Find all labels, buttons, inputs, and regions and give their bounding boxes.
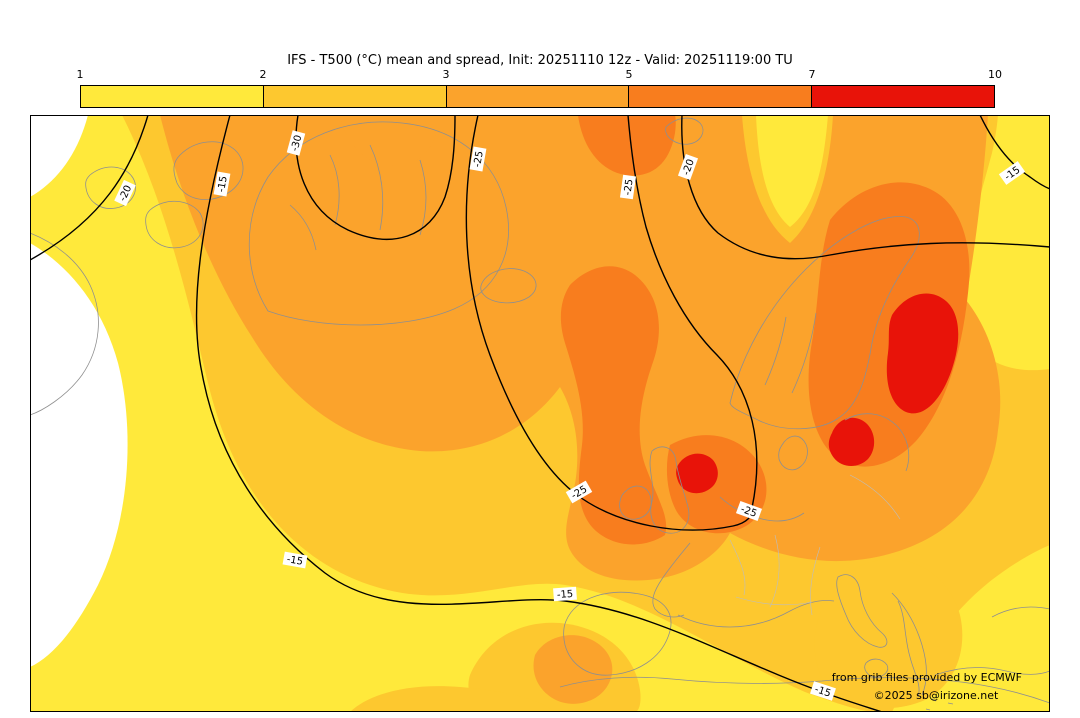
contour-label: -15 (213, 171, 231, 197)
coast-aegean (897, 600, 954, 711)
coast-biscay (652, 542, 691, 618)
colorbar-tick-10: 10 (988, 68, 1002, 81)
contour-labels: -20 -15-30-25-25-20 -15-25-25-15-15-15 (114, 130, 1026, 701)
attribution-ecmwf: from grib files provided by ECMWF (832, 671, 1022, 684)
contour-label: -15 (282, 551, 308, 569)
spread-region-7-10-denmark (828, 417, 875, 467)
chart-title: IFS - T500 (°C) mean and spread, Init: 2… (287, 53, 793, 68)
contour-minus25-trough (465, 114, 758, 531)
country-borders (729, 474, 901, 616)
colorbar-tick-2: 2 (259, 68, 267, 81)
coast-arctic-island-3 (85, 166, 136, 209)
spread-region-2-3-italy (814, 559, 963, 709)
svg-text:-15: -15 (557, 589, 574, 601)
coast-mediterranean-north (677, 600, 835, 628)
colorbar-segments (80, 85, 995, 108)
coast-north-africa (559, 676, 1051, 704)
coast-sicily (864, 658, 889, 678)
coast-labrador (29, 232, 99, 416)
colorbar-tick-7: 7 (808, 68, 816, 81)
coast-arctic-island-1 (173, 141, 244, 200)
svg-text:-15: -15 (813, 684, 832, 700)
svg-text:-25: -25 (739, 504, 758, 520)
spread-region-3-5-top-a (340, 115, 439, 166)
coast-greenland-fjords (289, 144, 427, 251)
colorbar-tick-3: 3 (442, 68, 450, 81)
colorbar-segment-1-2 (81, 86, 263, 107)
coast-uk (649, 446, 690, 534)
coast-norway-fjords (764, 312, 817, 394)
colorbar-tick-1: 1 (76, 68, 84, 81)
colorbar-segment-2-3 (262, 86, 446, 107)
coast-italy (836, 574, 888, 648)
contour-label: -25 (469, 146, 487, 172)
svg-text:-30: -30 (290, 134, 305, 153)
contour-label: -20 (677, 153, 699, 181)
colorbar-segment-5-7 (628, 86, 812, 107)
spread-region-7-10-norway (886, 293, 959, 414)
colorbar-ticks: 1 2 3 5 7 10 (76, 68, 1003, 83)
coast-svalbard (665, 117, 704, 145)
map-border (30, 115, 1050, 712)
temperature-contours (29, 114, 1051, 713)
svg-text:-20: -20 (681, 158, 697, 177)
contour-label: -15 (553, 586, 577, 602)
coast-north-sea-south (719, 496, 805, 522)
contour-label: -25 (619, 174, 637, 200)
svg-text:-15: -15 (216, 175, 230, 193)
contour-minus20-east (681, 114, 1051, 260)
coast-arctic-island-2 (145, 200, 204, 249)
contour-minus15-northeast (979, 114, 1051, 190)
colorbar-segment-7-10 (811, 86, 994, 107)
spread-region-lt1-topleft (30, 115, 88, 197)
weather-map: -20 -15 -30 -25 -25 -20 -15 -25 -25 -15 -15 -15 fro… (29, 114, 1051, 713)
map-svg: -20 -15-30-25-25-20 -15-25-25-15-15-15 fro… (29, 114, 1051, 713)
spread-shading (30, 115, 1050, 712)
spread-region-7-10-uk (676, 453, 718, 494)
coast-denmark (778, 435, 808, 471)
attribution-copyright: ©2025 sb@irizone.net (874, 689, 999, 702)
coast-iceland (480, 268, 537, 304)
contour-label: -25 (735, 500, 763, 522)
contour-label: -15 (810, 681, 836, 701)
coast-turkey-blacksea (934, 606, 1051, 676)
spread-region-2-3-spain-band (350, 686, 555, 712)
spread-region-3-5-bottom-core (533, 635, 613, 704)
coast-baltic (844, 413, 910, 472)
colorbar-tick-5: 5 (625, 68, 633, 81)
coast-scandinavia (729, 216, 920, 430)
spread-region-lt1-west (30, 243, 128, 667)
spread-region-5-7-top-b (578, 115, 676, 176)
svg-text:-25: -25 (622, 178, 635, 196)
colorbar-legend: 1 2 3 5 7 10 (77, 68, 1002, 108)
contour-minus15-sweep (195, 114, 883, 713)
coast-adriatic (891, 592, 927, 696)
svg-text:-15: -15 (286, 554, 304, 568)
contour-label: -30 (286, 130, 306, 156)
svg-text:-25: -25 (472, 150, 486, 168)
contour-minus20-west (29, 114, 149, 261)
coast-iberia (563, 591, 672, 676)
colorbar-segment-3-5 (445, 86, 629, 107)
contour-minus30-top (295, 114, 456, 240)
spread-region-5-7-uk-band (560, 266, 667, 545)
coast-ireland (619, 485, 652, 520)
